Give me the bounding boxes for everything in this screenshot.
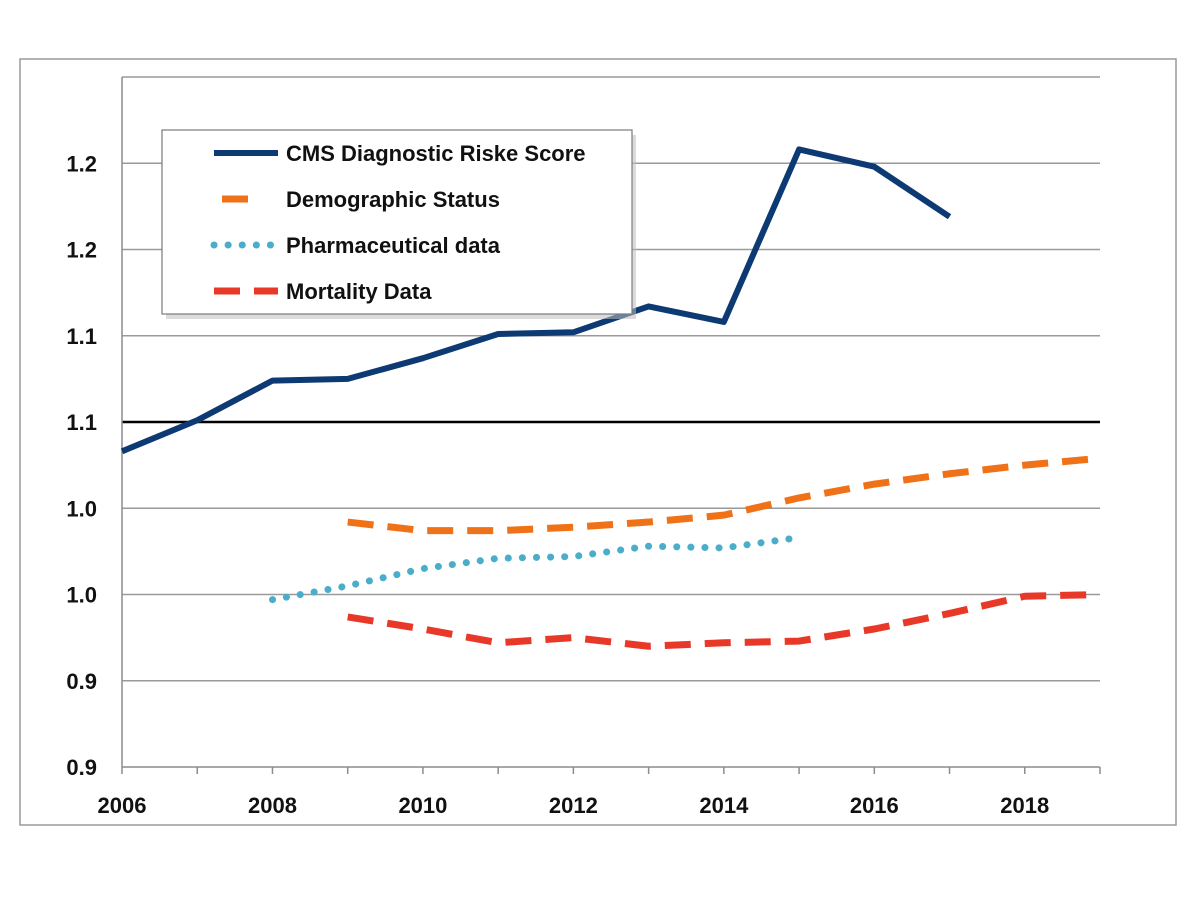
x-tick-label: 2018	[1000, 793, 1049, 818]
series-lines	[120, 146, 1101, 650]
y-tick-label: 1.0	[66, 583, 97, 608]
y-tick-label: 0.9	[66, 669, 97, 694]
y-tick-label: 1.2	[66, 238, 97, 263]
y-tick-label: 0.9	[66, 755, 97, 780]
x-tick-label: 2014	[699, 793, 749, 818]
x-tick-label: 2006	[98, 793, 147, 818]
legend-label-0: CMS Diagnostic Riske Score	[286, 141, 586, 166]
series-line-1	[347, 454, 1101, 535]
legend-label-1: Demographic Status	[286, 187, 500, 212]
y-tick-label: 1.2	[66, 151, 97, 176]
axes: 0.9 0.9 1.0 1.0 1.1 1.1 1.2 1.2 2006 2008 2010 2012…	[66, 77, 1101, 818]
y-tick-label: 1.0	[66, 496, 97, 521]
y-tick-label: 1.1	[66, 324, 97, 349]
series-line-3	[347, 591, 1101, 650]
x-tick-label: 2008	[248, 793, 297, 818]
legend: CMS Diagnostic Riske Score Demographic St…	[161, 129, 636, 319]
x-tick-label: 2010	[398, 793, 447, 818]
x-tick-label: 2016	[850, 793, 899, 818]
y-tick-label: 1.1	[66, 410, 97, 435]
legend-label-2: Pharmaceutical data	[286, 233, 501, 258]
legend-box	[161, 129, 633, 315]
x-tick-label: 2012	[549, 793, 598, 818]
gridlines	[122, 76, 1100, 768]
legend-label-3: Mortality Data	[286, 279, 432, 304]
series-line-2	[268, 534, 803, 604]
series-line-0	[120, 146, 952, 455]
